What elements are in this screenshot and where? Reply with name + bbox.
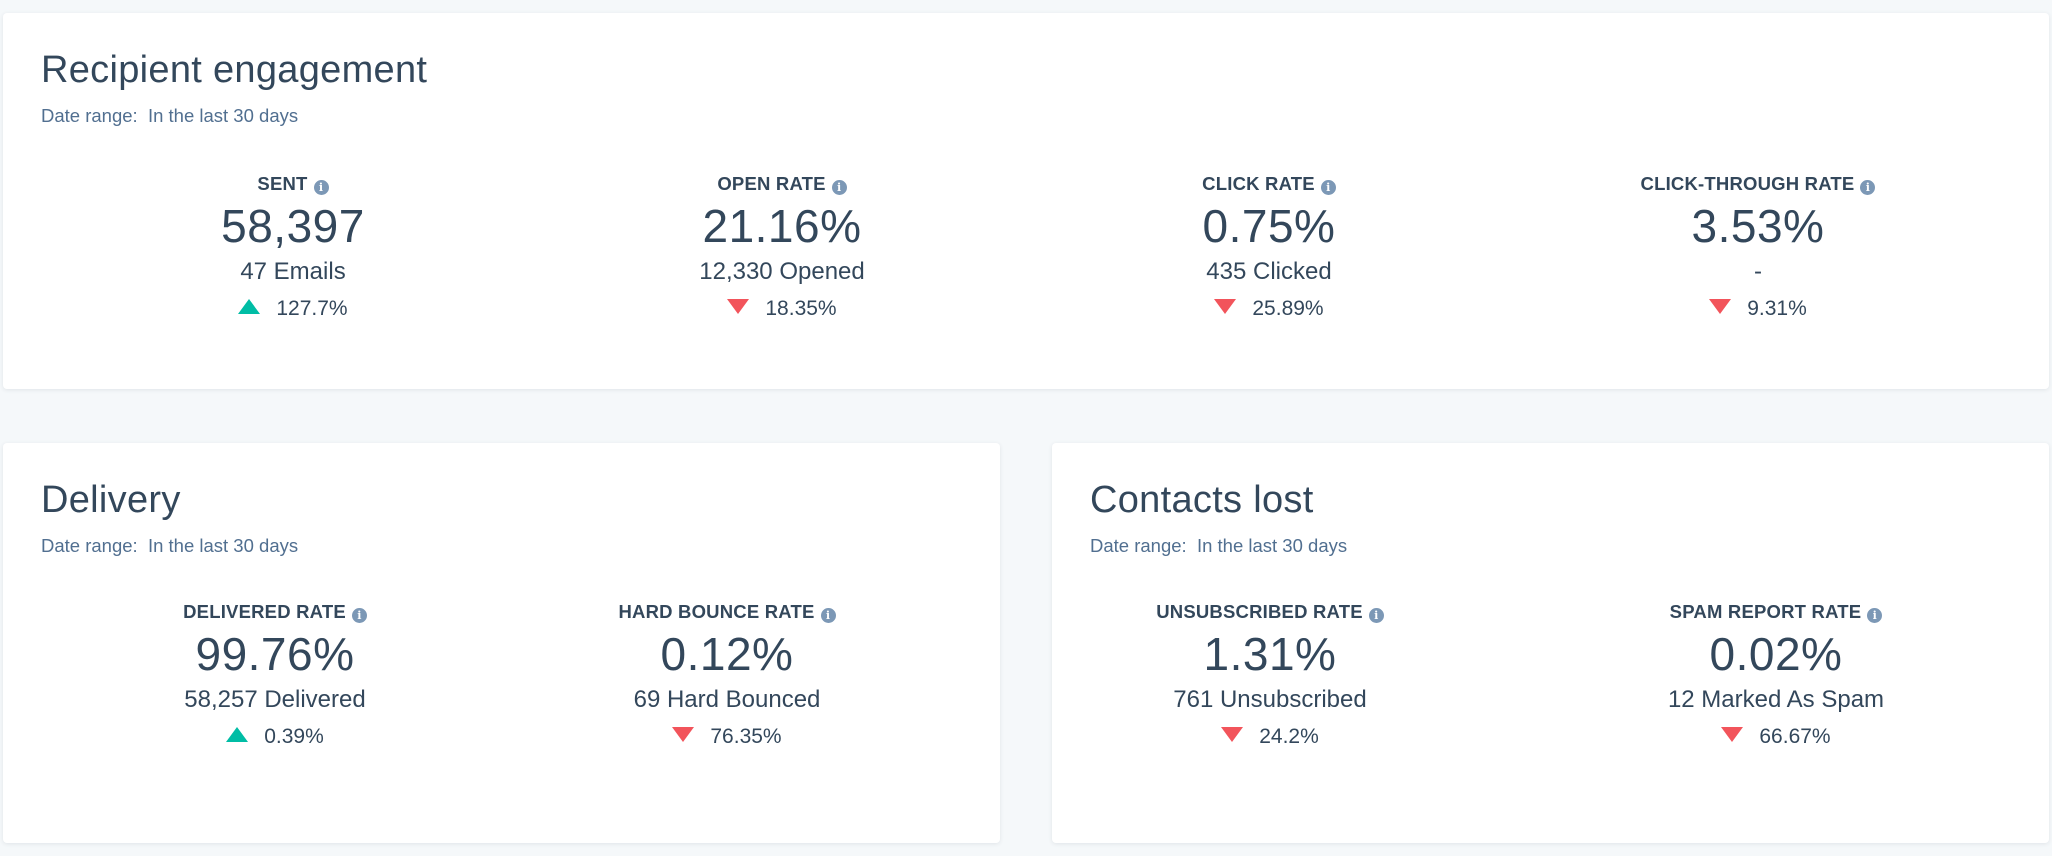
stat-subtext: 761 Unsubscribed [1173, 686, 1367, 713]
stat-change: 25.89% [1039, 291, 1499, 327]
stat-spam-report-rate: SPAM REPORT RATE i 0.02% 12 Marked As Spa… [1546, 597, 2006, 755]
stat-unsubscribed-rate: UNSUBSCRIBED RATE i 1.31% 761 Unsubscribe… [1040, 597, 1500, 755]
card-title: Delivery [41, 479, 181, 521]
info-icon[interactable]: i [1867, 608, 1883, 623]
delivery-card: Delivery Date range: In the last 30 days… [3, 443, 1000, 843]
info-icon[interactable]: i [831, 180, 847, 195]
info-icon[interactable]: i [1860, 180, 1876, 195]
stat-label: CLICK-THROUGH RATE i [1528, 169, 1988, 199]
stat-click-through-rate: CLICK-THROUGH RATE i 3.53% - 9.31% [1528, 169, 1988, 327]
stat-subtext: 12,330 Opened [699, 258, 865, 285]
stat-label: SPAM REPORT RATE i [1546, 597, 2006, 627]
stat-subtext: 58,257 Delivered [184, 686, 366, 713]
info-icon[interactable]: i [1368, 608, 1384, 623]
stat-value: 21.16% [702, 200, 862, 252]
recipient-engagement-card: Recipient engagement Date range: In the … [3, 13, 2049, 389]
trend-down-icon [1214, 299, 1237, 314]
stat-subtext: 12 Marked As Spam [1667, 686, 1885, 713]
stat-subtext: 47 Emails [240, 258, 346, 285]
stat-change: 18.35% [552, 291, 1012, 327]
stat-change: 9.31% [1528, 291, 1988, 327]
stat-change: 66.67% [1546, 719, 2006, 755]
stat-label: SENT i [63, 169, 523, 199]
trend-up-icon [226, 727, 249, 742]
stat-value: 0.12% [660, 628, 794, 680]
stat-change: 24.2% [1040, 719, 1500, 755]
stat-click-rate: CLICK RATE i 0.75% 435 Clicked 25.89% [1039, 169, 1499, 327]
trend-up-icon [238, 299, 261, 314]
stat-change: 76.35% [497, 719, 957, 755]
date-range[interactable]: Date range: In the last 30 days [1090, 535, 1348, 556]
info-icon[interactable]: i [1320, 180, 1336, 195]
stat-value: 99.76% [195, 628, 355, 680]
date-range[interactable]: Date range: In the last 30 days [41, 535, 299, 556]
contacts-lost-card: Contacts lost Date range: In the last 30… [1052, 443, 2049, 843]
stat-label: HARD BOUNCE RATE i [497, 597, 957, 627]
stat-value: 1.31% [1203, 628, 1337, 680]
card-title: Recipient engagement [41, 49, 428, 91]
trend-down-icon [1221, 727, 1244, 742]
stat-value: 0.75% [1202, 200, 1336, 252]
stat-change: 0.39% [45, 719, 505, 755]
stat-open-rate: OPEN RATE i 21.16% 12,330 Opened 18.35% [552, 169, 1012, 327]
stat-sent: SENT i 58,397 47 Emails 127.7% [63, 169, 523, 327]
stat-value: 58,397 [221, 200, 365, 252]
stat-subtext: - [1754, 258, 1762, 285]
stat-delivered-rate: DELIVERED RATE i 99.76% 58,257 Delivered … [45, 597, 505, 755]
date-range[interactable]: Date range: In the last 30 days [41, 105, 299, 126]
info-icon[interactable]: i [351, 608, 367, 623]
stat-label: CLICK RATE i [1039, 169, 1499, 199]
stat-subtext: 69 Hard Bounced [633, 686, 821, 713]
stat-hard-bounce-rate: HARD BOUNCE RATE i 0.12% 69 Hard Bounced … [497, 597, 957, 755]
stat-value: 0.02% [1709, 628, 1843, 680]
trend-down-icon [1709, 299, 1732, 314]
stat-subtext: 435 Clicked [1206, 258, 1332, 285]
stat-label: OPEN RATE i [552, 169, 1012, 199]
trend-down-icon [727, 299, 750, 314]
info-icon[interactable]: i [820, 608, 836, 623]
stat-label: UNSUBSCRIBED RATE i [1040, 597, 1500, 627]
stat-change: 127.7% [63, 291, 523, 327]
trend-down-icon [1721, 727, 1744, 742]
stat-value: 3.53% [1691, 200, 1825, 252]
trend-down-icon [672, 727, 695, 742]
card-title: Contacts lost [1090, 479, 1314, 521]
info-icon[interactable]: i [313, 180, 329, 195]
stat-label: DELIVERED RATE i [45, 597, 505, 627]
